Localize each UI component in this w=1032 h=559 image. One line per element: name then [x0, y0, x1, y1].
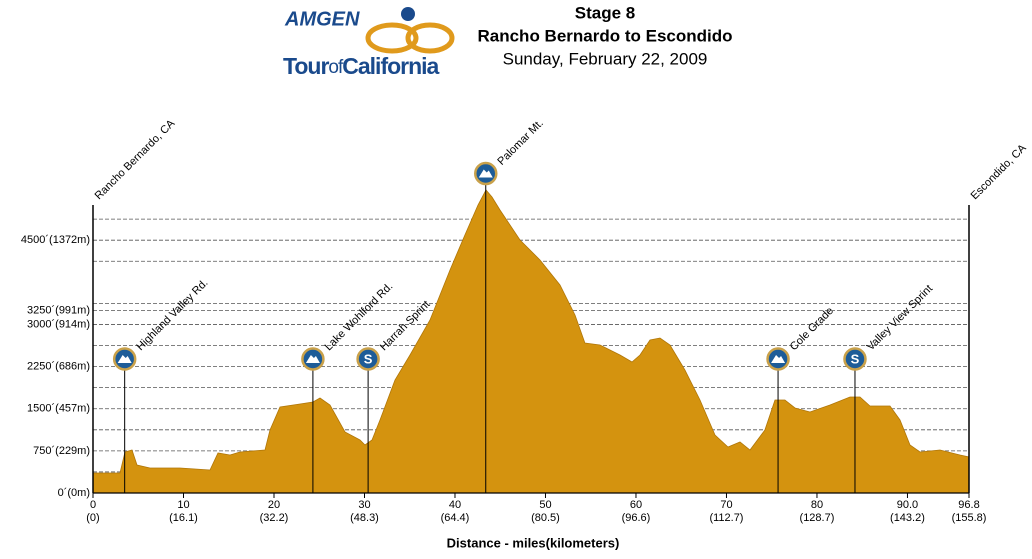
- x-tick-km-label: (48.3): [350, 512, 379, 524]
- x-tick-label: 70: [720, 499, 732, 511]
- climb-symbol: [771, 355, 786, 363]
- x-tick-km-label: (80.5): [531, 512, 560, 524]
- logo-rider: [401, 7, 415, 21]
- x-tick-km-label: (128.7): [800, 512, 835, 524]
- x-tick-label: 60: [630, 499, 642, 511]
- logo: AMGEN TourofCalifornia: [283, 7, 455, 79]
- y-tick-label: 2250´(686m): [27, 360, 90, 372]
- sprint-symbol: S: [364, 351, 373, 366]
- chart-date: Sunday, February 22, 2009: [503, 49, 708, 68]
- marker-label: Highland Valley Rd.: [134, 277, 210, 353]
- x-tick-label: 20: [268, 499, 280, 511]
- x-tick-label: 30: [358, 499, 370, 511]
- annotation: Escondido, CA: [968, 142, 1029, 493]
- y-tick-label: 4500´(1372m): [21, 234, 90, 246]
- annotation: Rancho Bernardo, CA: [92, 117, 178, 493]
- town-label: Escondido, CA: [969, 142, 1029, 202]
- x-tick-km-label: (96.6): [622, 512, 651, 524]
- y-tick-label: 1500´(457m): [27, 403, 90, 415]
- elevation-profile: [92, 189, 970, 494]
- logo-tour-word: Tour: [283, 53, 329, 79]
- climb-symbol: [117, 355, 132, 363]
- y-tick-label: 750´(229m): [33, 445, 90, 457]
- x-tick-label: 96.8: [958, 499, 979, 511]
- y-tick-label: 0´(0m): [58, 487, 90, 499]
- logo-swirl: [405, 22, 455, 54]
- x-tick-label: 90.0: [897, 499, 918, 511]
- x-tick-label: 50: [539, 499, 551, 511]
- x-tick-label: 0: [90, 499, 96, 511]
- logo-state: California: [342, 53, 439, 79]
- chart-subtitle: Rancho Bernardo to Escondido: [477, 26, 732, 45]
- climb-symbol: [478, 169, 493, 178]
- x-tick-km-label: (16.1): [169, 512, 198, 524]
- logo-of: of: [328, 57, 344, 78]
- x-tick-label: 40: [449, 499, 461, 511]
- logo-brand: AMGEN: [284, 8, 360, 30]
- x-tick-km-label: (112.7): [709, 512, 743, 524]
- marker-label: Palomar Mt.: [495, 117, 545, 167]
- y-tick-label: 3250´(991m): [27, 304, 90, 316]
- x-tick-km-label: (0): [86, 512, 99, 524]
- chart-title: Stage 8: [575, 3, 635, 22]
- marker-label: Valley View Sprint: [865, 283, 935, 353]
- logo-tour: TourofCalifornia: [283, 53, 440, 79]
- x-tick-label: 10: [177, 499, 189, 511]
- y-tick-label: 3000´(914m): [27, 318, 90, 330]
- marker-icon: [356, 347, 380, 371]
- x-tick-km-label: (143.2): [890, 512, 925, 524]
- x-tick-km-label: (32.2): [260, 512, 289, 524]
- marker-icon: [843, 347, 867, 371]
- x-tick-km-label: (155.8): [952, 512, 987, 524]
- sprint-symbol: S: [851, 351, 860, 366]
- logo-swirl: [365, 22, 419, 54]
- town-label: Rancho Bernardo, CA: [93, 117, 178, 202]
- x-axis-label: Distance - miles(kilometers): [447, 535, 620, 550]
- x-tick-km-label: (64.4): [441, 512, 470, 524]
- x-tick-label: 80: [811, 499, 823, 511]
- climb-symbol: [305, 355, 320, 363]
- marker-label: Cole Grade: [788, 305, 836, 353]
